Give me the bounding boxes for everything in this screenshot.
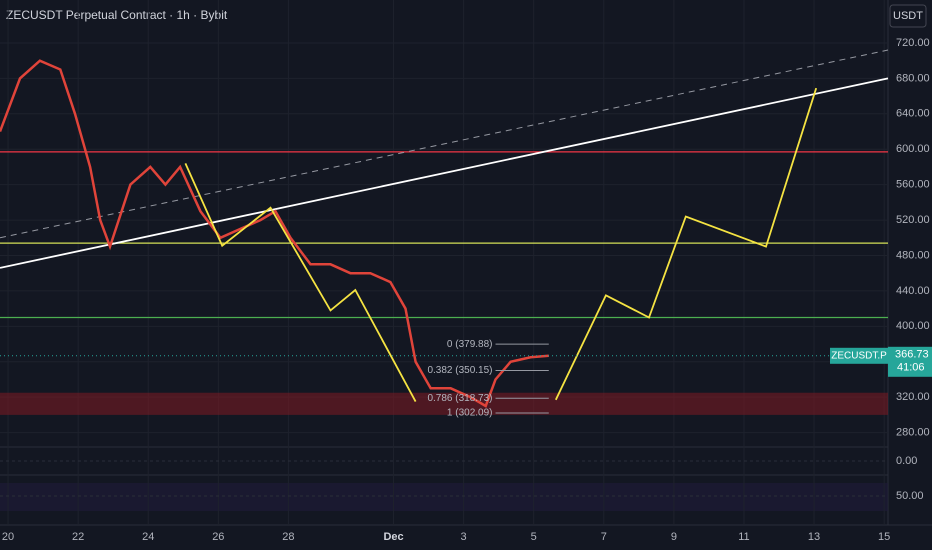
fib-label: 0.786 (318.73) [427, 393, 492, 404]
sub-tick-label: 50.00 [896, 490, 924, 502]
x-tick-label: 26 [212, 531, 224, 543]
x-tick-label: 15 [878, 531, 890, 543]
currency-button[interactable] [889, 4, 927, 28]
x-tick-label: 7 [601, 531, 607, 543]
y-tick-label: 680.00 [896, 72, 930, 84]
x-tick-label: 24 [142, 531, 154, 543]
y-tick-label: 440.00 [896, 285, 930, 297]
x-tick-label: 11 [738, 531, 749, 543]
y-tick-label: 720.00 [896, 37, 930, 49]
fib-label: 0 (379.88) [447, 339, 493, 350]
x-tick-label: 3 [461, 531, 467, 543]
x-tick-label: 13 [808, 531, 820, 543]
fib-label: 0.382 (350.15) [427, 365, 492, 376]
currency[interactable]: USDT [893, 10, 923, 22]
x-tick-label: 9 [671, 531, 677, 543]
symbol-tag [830, 347, 888, 364]
y-tick-label: 560.00 [896, 179, 930, 191]
y-tick-label: 640.00 [896, 108, 930, 120]
symbol: ZECUSDT.P [831, 350, 887, 361]
series-line [554, 87, 818, 401]
x-tick-label: 22 [72, 531, 84, 543]
y-tick-label: 480.00 [896, 249, 930, 261]
fib-label: 1 (302.09) [447, 408, 493, 419]
series-line [184, 163, 417, 403]
last-price: 366.73 [895, 349, 929, 361]
trendline [0, 77, 889, 269]
sub-tick-label: 0.00 [896, 455, 917, 467]
y-tick-label: 280.00 [896, 427, 930, 439]
countdown: 41:06 [897, 362, 925, 374]
x-tick-label: 20 [2, 531, 14, 543]
y-tick-label: 520.00 [896, 214, 930, 226]
zone [0, 392, 888, 415]
price-tag [888, 346, 932, 377]
trendline [0, 49, 889, 239]
y-tick-label: 320.00 [896, 391, 930, 403]
chart-title: ZECUSDT Perpetual Contract · 1h · Bybit [6, 8, 228, 22]
x-tick-label: Dec [383, 531, 403, 543]
series-line [0, 59, 549, 408]
x-tick-label: 28 [282, 531, 294, 543]
x-tick-label: 5 [531, 531, 537, 543]
rsi-band [0, 483, 888, 511]
y-tick-label: 400.00 [896, 320, 930, 332]
y-tick-label: 600.00 [896, 143, 930, 155]
